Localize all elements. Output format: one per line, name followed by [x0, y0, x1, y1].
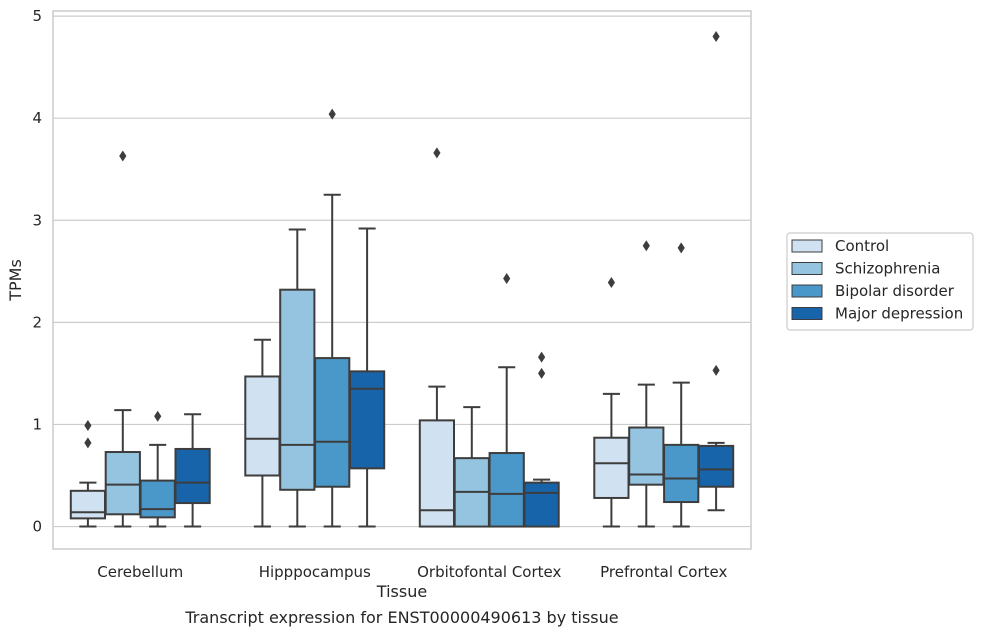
outlier-point: [538, 351, 546, 363]
outlier-point: [433, 147, 441, 159]
x-tick-label: Prefrontal Cortex: [600, 563, 727, 581]
y-ticks: 0 1 2 3 4 5: [32, 7, 42, 535]
y-axis-label: TPMs: [6, 259, 25, 302]
box-0-1: [104, 150, 141, 528]
y-tick-label: 4: [32, 109, 42, 127]
box-2-0: [418, 147, 456, 528]
chart-title: Transcript expression for ENST0000049061…: [184, 608, 618, 627]
outlier-point: [154, 410, 162, 422]
legend: Control Schizophrenia Bipolar disorder Majo…: [786, 232, 974, 331]
outlier-point: [328, 108, 336, 120]
outlier-point: [677, 242, 685, 254]
x-axis-label: Tissue: [376, 582, 427, 601]
box-body: [593, 436, 630, 499]
x-tick-label: Cerebellum: [97, 563, 183, 581]
box-body: [174, 447, 211, 505]
box-3-3: [697, 31, 735, 512]
legend-swatch: [791, 262, 823, 275]
legend-label: Major depression: [835, 305, 963, 323]
box-body: [139, 479, 176, 519]
box-body: [244, 375, 281, 477]
x-ticks: Cerebellum Hipppocampus Orbitofontal Corte…: [97, 563, 727, 581]
box-1-3: [348, 227, 386, 528]
x-tick-label: Hipppocampus: [259, 563, 371, 581]
box-body: [69, 489, 107, 520]
legend-frame: [786, 232, 974, 331]
box-3-1: [628, 240, 665, 528]
legend-label: Schizophrenia: [835, 260, 940, 278]
outlier-point: [538, 367, 546, 379]
legend-label: Control: [835, 237, 889, 255]
plot-area: [52, 10, 752, 550]
x-tick-label: Orbitofontal Cortex: [417, 563, 561, 581]
box-body: [348, 370, 386, 470]
box-1-0: [244, 338, 281, 528]
box-body: [697, 444, 735, 488]
outlier-point: [84, 419, 92, 431]
legend-swatch: [791, 239, 823, 253]
box-body: [314, 357, 351, 488]
legend-swatch: [791, 307, 823, 320]
box-3-0: [593, 277, 630, 528]
box-body: [663, 443, 700, 504]
box-3-2: [663, 242, 700, 528]
box-0-3: [174, 413, 211, 528]
box-body: [488, 452, 525, 528]
outlier-point: [712, 31, 720, 43]
legend-swatch: [791, 284, 823, 298]
box-2-3: [523, 351, 560, 528]
box-body: [104, 451, 141, 516]
outlier-point: [119, 150, 127, 162]
y-tick-label: 3: [32, 211, 42, 229]
outlier-point: [503, 272, 511, 284]
legend-label: Bipolar disorder: [835, 282, 955, 300]
y-tick-label: 0: [32, 518, 42, 536]
outlier-point: [712, 364, 720, 376]
box-1-2: [314, 108, 351, 528]
box-0-0: [69, 419, 107, 528]
grid-lines: [53, 15, 751, 528]
box-body: [628, 426, 665, 486]
y-tick-label: 1: [32, 415, 42, 433]
y-tick-label: 5: [32, 7, 42, 25]
y-tick-label: 2: [32, 313, 42, 331]
box-body: [523, 481, 560, 528]
box-1-1: [279, 228, 316, 528]
box-body: [418, 419, 456, 528]
box-2-2: [488, 272, 525, 528]
box-body: [279, 288, 316, 491]
outlier-point: [642, 240, 650, 252]
box-0-2: [139, 410, 176, 528]
boxes-layer: [69, 31, 735, 528]
outlier-point: [84, 437, 92, 449]
outlier-point: [607, 277, 615, 289]
